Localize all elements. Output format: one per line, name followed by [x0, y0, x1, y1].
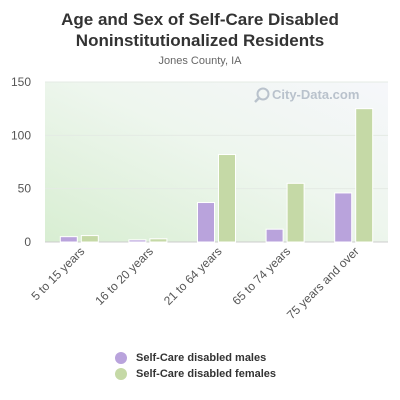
plot-area — [45, 82, 388, 242]
bar-females[interactable] — [355, 108, 374, 243]
bar-females[interactable] — [80, 235, 99, 243]
x-tick-label: 75 years and over — [284, 244, 362, 322]
x-tick-label: 5 to 15 years — [28, 244, 87, 303]
bar-males[interactable] — [265, 228, 284, 243]
x-tick-label: 16 to 20 years — [92, 244, 156, 308]
bars — [59, 108, 374, 243]
watermark-text: City-Data.com — [272, 87, 359, 102]
legend-item-males: Self-Care disabled males — [115, 350, 276, 366]
chart-subtitle: Jones County, IA — [158, 55, 242, 67]
legend: Self-Care disabled males Self-Care disab… — [115, 350, 276, 382]
legend-label-females: Self-Care disabled females — [136, 368, 277, 380]
x-tick-label: 65 to 74 years — [230, 244, 294, 308]
x-tick-label: 21 to 64 years — [161, 244, 225, 308]
legend-swatch-females — [115, 368, 127, 380]
bar-females[interactable] — [218, 154, 236, 243]
watermark: City-Data.com — [254, 87, 359, 103]
legend-swatch-males — [115, 352, 127, 364]
bar-males[interactable] — [197, 202, 215, 243]
bar-males[interactable] — [128, 239, 147, 243]
magnifier-icon — [256, 87, 270, 101]
bar-males[interactable] — [59, 236, 78, 243]
y-tick-label: 150 — [11, 75, 31, 89]
bar-males[interactable] — [334, 192, 353, 243]
x-axis-labels: 5 to 15 years 16 to 20 years 21 to 64 year… — [28, 244, 361, 322]
legend-label-males: Self-Care disabled males — [136, 352, 267, 364]
chart-title: Age and Sex of Self-Care Disabled Nonins… — [61, 10, 339, 50]
legend-item-females: Self-Care disabled females — [115, 366, 276, 382]
y-tick-label: 100 — [11, 128, 31, 142]
y-tick-label: 50 — [18, 182, 32, 196]
grid-lines — [45, 81, 388, 190]
bar-females[interactable] — [286, 182, 305, 243]
y-axis: 0 50 100 150 — [11, 75, 388, 249]
bar-females[interactable] — [149, 238, 168, 243]
y-tick-label: 0 — [24, 235, 31, 249]
